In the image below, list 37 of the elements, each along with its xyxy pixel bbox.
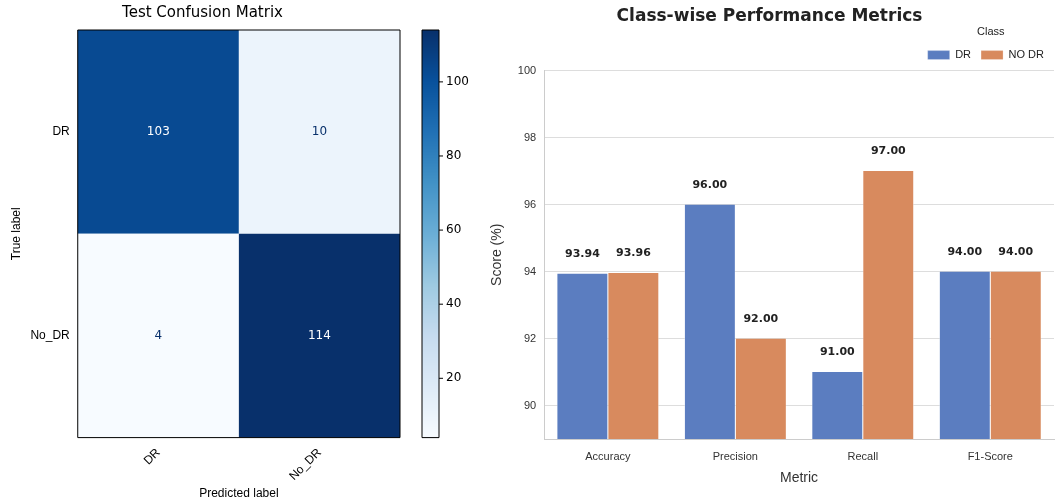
data-label: 10 (311, 124, 328, 139)
y-tick-label: 92 (523, 331, 537, 344)
data-label: 93.96 (615, 246, 652, 260)
data-label: 94.00 (998, 244, 1034, 258)
x-tick-label: Accuracy (585, 449, 631, 462)
y-axis-title: True label (8, 207, 23, 261)
y-axis-title: Score (%) (488, 223, 505, 286)
legend-label: NO DR (1008, 48, 1045, 61)
data-label: 92.00 (743, 311, 779, 325)
data-label: 91.00 (819, 345, 856, 359)
color-bar-label: 100 (446, 74, 469, 88)
y-tick-label: 94 (523, 264, 537, 277)
color-bar-label: 60 (446, 222, 462, 237)
x-tick-label: F1-Score (967, 449, 1013, 462)
x-tick-label: DR (140, 445, 163, 468)
y-tick-label: 96 (523, 197, 537, 210)
data-label: 94.00 (947, 244, 983, 258)
data-label: 93.94 (564, 246, 601, 260)
y-tick-label: 98 (523, 130, 537, 143)
y-tick-label: 100 (517, 63, 537, 76)
chart-title: Class-wise Performance Metrics (616, 4, 923, 25)
x-tick-label: Recall (847, 449, 879, 462)
data-label: 97.00 (870, 144, 907, 158)
color-bar-label: 80 (446, 148, 462, 163)
color-bar-label: 20 (446, 370, 462, 385)
data-label: 103 (146, 124, 170, 139)
color-bar-label: 40 (446, 296, 462, 311)
legend-label: DR (955, 48, 972, 61)
x-axis-title: Predicted label (199, 486, 279, 501)
x-tick-label: Precision (712, 449, 758, 462)
data-label: 96.00 (692, 177, 728, 191)
chart-title: Test Confusion Matrix (121, 2, 284, 21)
y-tick-label: 90 (523, 398, 537, 411)
data-label: 4 (154, 327, 163, 342)
data-label: 114 (307, 327, 331, 342)
x-axis-title: Metric (780, 469, 819, 486)
legend-title: Class (977, 24, 1006, 37)
